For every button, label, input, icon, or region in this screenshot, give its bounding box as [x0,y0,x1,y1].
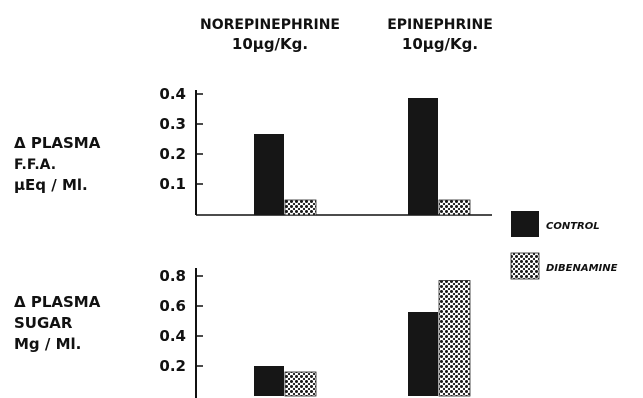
ffa-bar-norepinephrine-control [254,134,284,215]
top-tick-label-0.3: 0.3 [159,115,186,133]
ffa-bar-epinephrine-dibenamine [438,199,471,216]
bottom-tick-label-0.6: 0.6 [159,297,186,315]
bars-group [254,98,471,397]
top-ylabel-line-2: F.F.A. [14,157,56,173]
legend-dibenamine-swatch [510,252,540,280]
legend: CONTROL DIBENAMINE [510,211,618,280]
category-header-1-line-1: NOREPINEPHRINE [200,17,340,33]
sugar-bar-norepinephrine-control [254,366,284,396]
bottom-ylabel-line-2: SUGAR [14,314,73,332]
top-ylabel-line-3: µEq / Ml. [14,176,88,194]
legend-dibenamine-label: DIBENAMINE [546,263,618,274]
bottom-tick-label-0.2: 0.2 [159,357,186,375]
top-ylabel-line-1: Δ PLASMA [14,134,101,152]
sugar-bar-epinephrine-dibenamine [438,280,471,397]
top-tick-label-0.1: 0.1 [159,175,186,193]
category-header-2-line-1: EPINEPHRINE [387,17,493,33]
ffa-bar-epinephrine-control [408,98,438,215]
sugar-bar-norepinephrine-dibenamine [284,371,317,397]
ffa-bar-norepinephrine-dibenamine [284,199,317,216]
bottom-tick-label-0.4: 0.4 [159,327,186,345]
top-tick-label-0.2: 0.2 [159,145,186,163]
category-header-1-line-2: 10µg/Kg. [232,35,308,53]
legend-control-label: CONTROL [546,221,600,232]
bottom-ylabel-line-3: Mg / Ml. [14,335,81,353]
category-header-2-line-2: 10µg/Kg. [402,35,478,53]
bottom-tick-label-0.8: 0.8 [159,267,186,285]
top-tick-label-0.4: 0.4 [159,85,186,103]
bottom-ylabel-line-1: Δ PLASMA [14,293,101,311]
legend-control-swatch [511,211,539,237]
sugar-bar-epinephrine-control [408,312,438,396]
